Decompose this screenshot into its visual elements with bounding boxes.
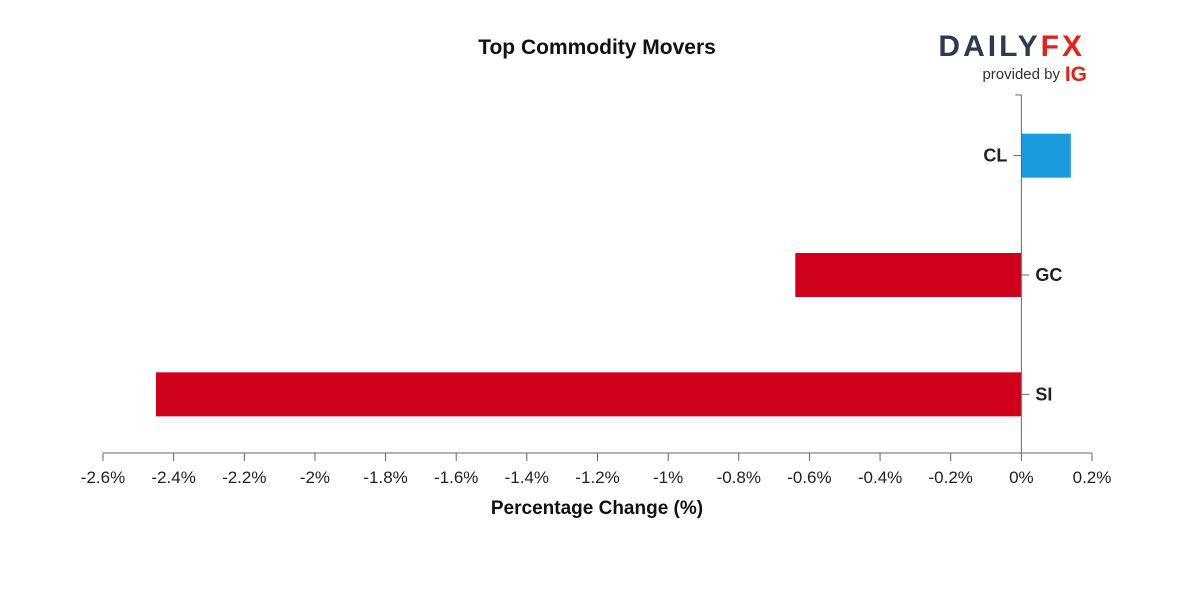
bar-gc bbox=[795, 253, 1022, 297]
x-tick-label: -0.6% bbox=[787, 468, 831, 487]
x-tick-label: -2.6% bbox=[81, 468, 125, 487]
x-tick-label: 0% bbox=[1009, 468, 1034, 487]
category-label-si: SI bbox=[1035, 384, 1052, 404]
x-tick-label: -0.8% bbox=[717, 468, 761, 487]
bar-group bbox=[155, 133, 1071, 417]
chart-title: Top Commodity Movers bbox=[478, 36, 716, 59]
x-tick-label: 0.2% bbox=[1073, 468, 1112, 487]
x-tick-label: -2.2% bbox=[222, 468, 266, 487]
category-labels: CL GC SI bbox=[983, 146, 1062, 405]
logo-fx: FX bbox=[1041, 30, 1085, 63]
x-tick-label: -0.4% bbox=[858, 468, 902, 487]
x-tick-label: -1.4% bbox=[505, 468, 549, 487]
dailyfx-logo: DAILYFX provided by IG bbox=[938, 30, 1087, 86]
x-tick-label: -1.2% bbox=[575, 468, 619, 487]
logo-provided-by: provided by bbox=[982, 66, 1060, 83]
category-label-cl: CL bbox=[983, 146, 1007, 166]
logo-ig: IG bbox=[1065, 63, 1087, 86]
x-axis-ticks: -2.6% -2.4% -2.2% -2% -1.8% -1.6% -1.4% -1.2% -1… bbox=[81, 453, 1112, 487]
x-tick-label: -1.8% bbox=[363, 468, 407, 487]
x-tick-label: -1% bbox=[653, 468, 683, 487]
x-tick-label: -2.4% bbox=[151, 468, 195, 487]
bar-cl bbox=[1021, 133, 1071, 178]
x-tick-label: -2% bbox=[300, 468, 330, 487]
x-tick-label: -0.2% bbox=[929, 468, 973, 487]
category-label-gc: GC bbox=[1035, 265, 1062, 285]
x-axis-title: Percentage Change (%) bbox=[491, 498, 703, 519]
bar-si bbox=[155, 372, 1022, 417]
svg-text:DAILYFX: DAILYFX bbox=[938, 30, 1085, 63]
x-tick-label: -1.6% bbox=[434, 468, 478, 487]
logo-daily: DAILY bbox=[938, 30, 1040, 63]
